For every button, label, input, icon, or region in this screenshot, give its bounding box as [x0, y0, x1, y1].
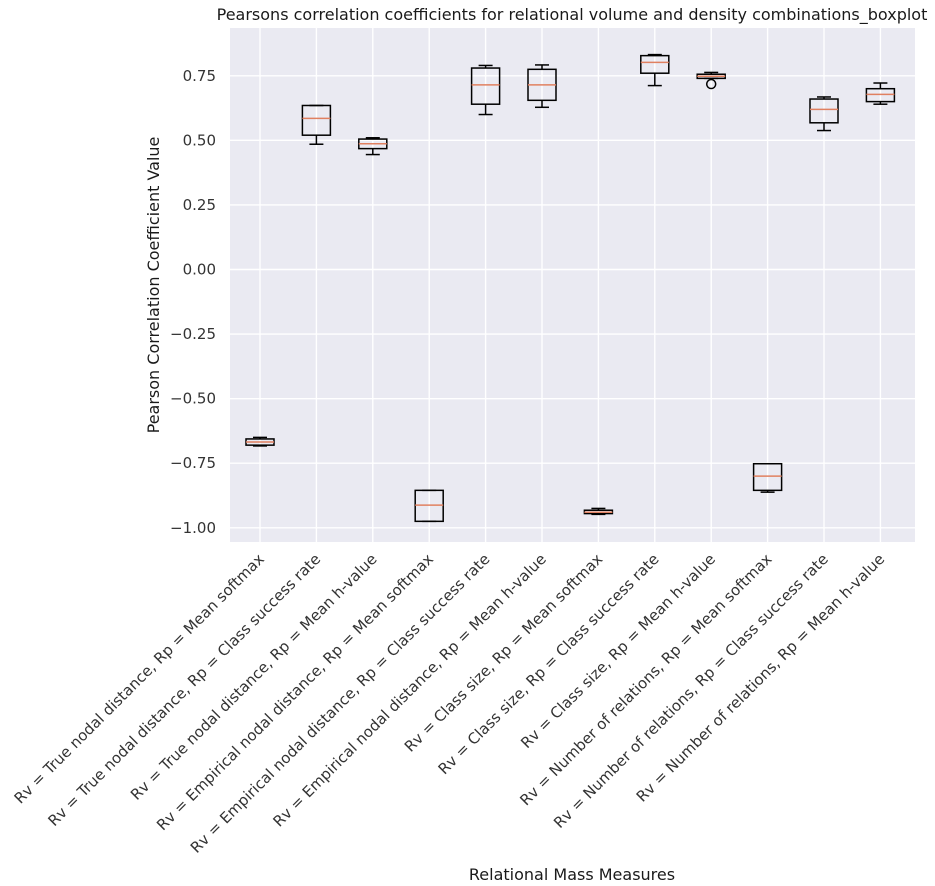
- box-1: [245, 436, 275, 447]
- box-iqr: [640, 54, 670, 74]
- box-3: [358, 137, 388, 156]
- y-tick-label: −0.50: [170, 390, 216, 408]
- y-tick-label: 0.00: [183, 261, 216, 279]
- box-iqr: [809, 98, 839, 124]
- y-tick-label: −1.00: [170, 519, 216, 537]
- box-iqr: [470, 67, 501, 105]
- box-6: [527, 64, 557, 109]
- y-tick-labels: −1.00 −0.75 −0.50 −0.25 0.00 0.25 0.50 0.75: [170, 67, 216, 537]
- box-11: [809, 96, 839, 132]
- box-2: [301, 104, 332, 145]
- box-iqr: [865, 87, 896, 103]
- chart-title: Pearsons correlation coefficients for re…: [217, 5, 928, 25]
- y-tick-label: 0.50: [183, 131, 216, 149]
- y-tick-label: −0.25: [170, 325, 216, 343]
- x-tick-label: Rv = Class size, Rp = Mean softmax: [401, 550, 607, 756]
- x-axis-label: Relational Mass Measures: [469, 865, 675, 884]
- x-tick-label: Rv = Empirical nodal distance, Rp = Mean…: [269, 550, 549, 830]
- y-tick-label: −0.75: [170, 454, 216, 472]
- box-10: [752, 462, 783, 493]
- box-5: [470, 64, 501, 116]
- x-tick-label: Rv = Class size, Rp = Mean h-value: [517, 550, 719, 752]
- box-8: [640, 53, 670, 87]
- box-7: [583, 507, 614, 516]
- grid: [230, 28, 915, 542]
- boxes: [245, 53, 896, 523]
- box-12: [865, 82, 896, 105]
- box-iqr: [752, 462, 783, 492]
- plot-area: [230, 28, 915, 542]
- x-tick-labels: Rv = True nodal distance, Rp = Mean soft…: [11, 550, 889, 857]
- box-4: [414, 489, 444, 523]
- y-axis-label: Pearson Correlation Coefficient Value: [144, 137, 163, 434]
- y-tick-label: 0.25: [183, 196, 216, 214]
- box-iqr: [414, 489, 444, 523]
- x-tick-label: Rv = Number of relations, Rp = Class suc…: [550, 550, 832, 832]
- y-tick-label: 0.75: [183, 67, 216, 85]
- outlier-point: [705, 78, 717, 90]
- x-tick-label: Rv = True nodal distance, Rp = Class suc…: [44, 550, 324, 830]
- box-9: [696, 71, 726, 90]
- box-iqr: [301, 104, 332, 136]
